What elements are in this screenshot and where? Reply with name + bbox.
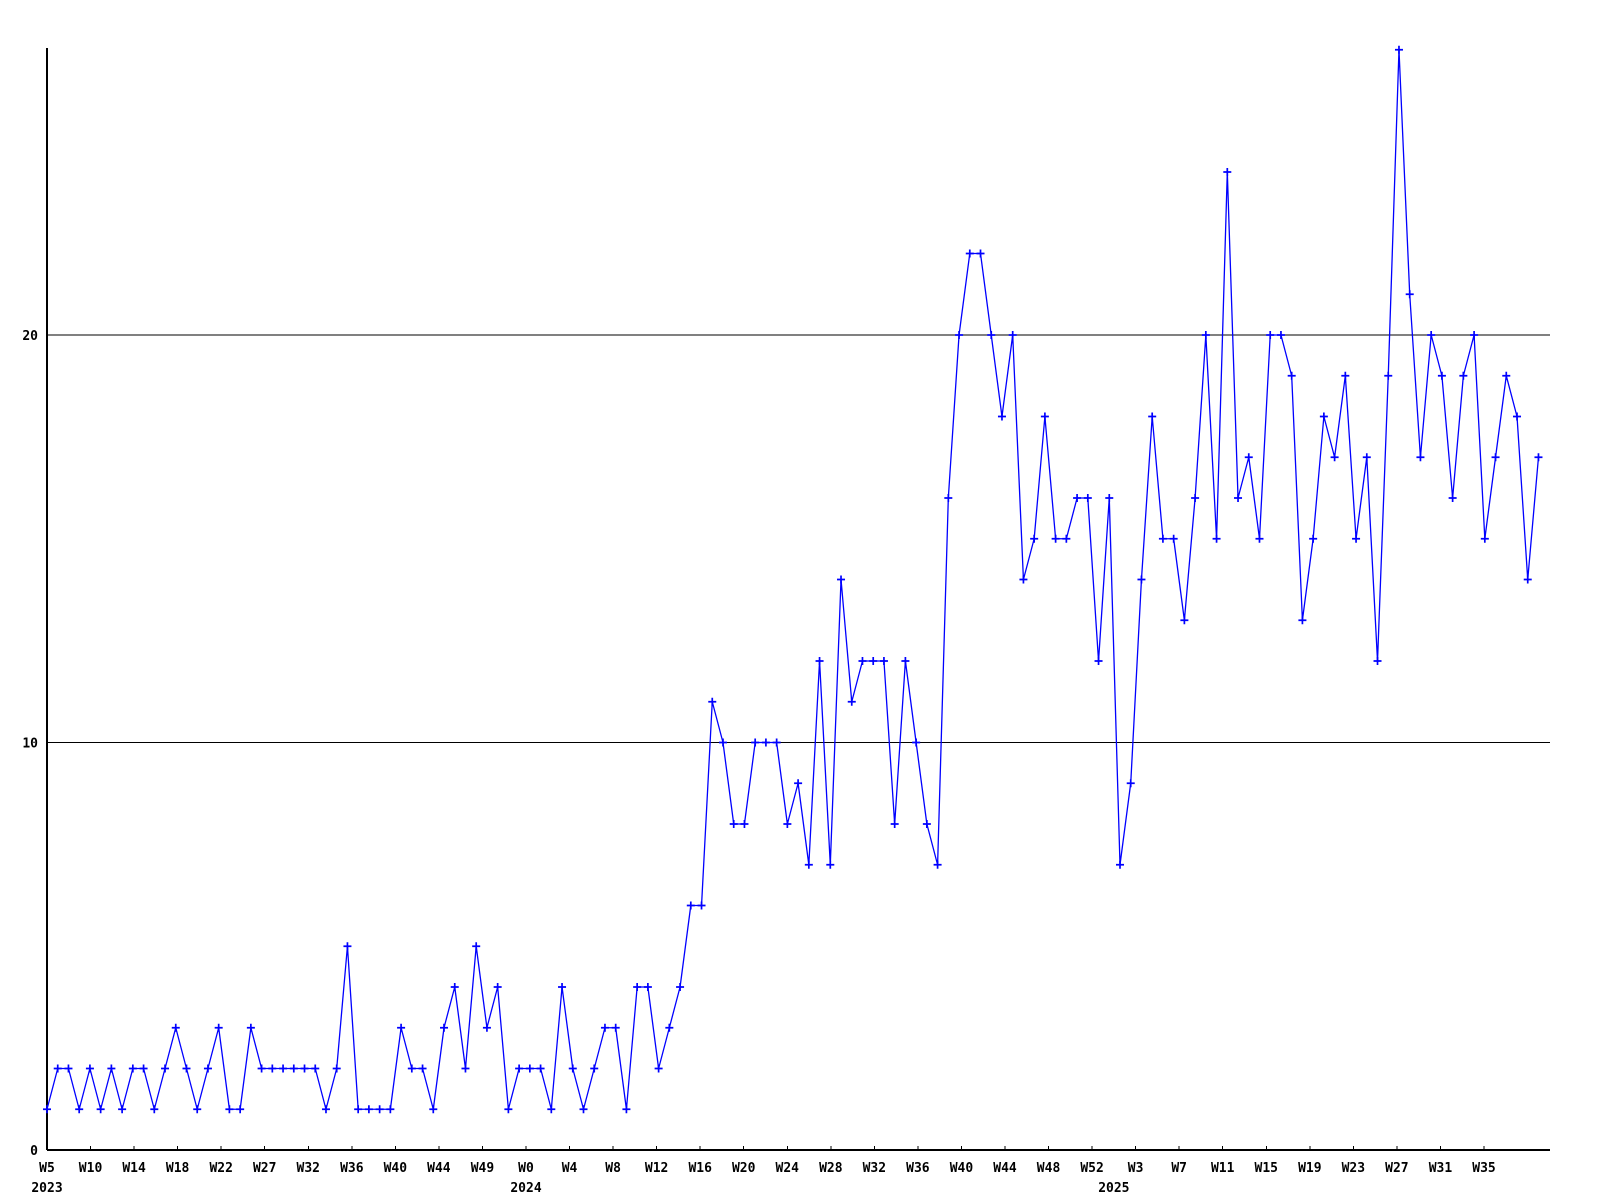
x-tick-label: W27 bbox=[1385, 1161, 1408, 1176]
axes bbox=[46, 48, 1550, 1151]
x-tick-label: W0 bbox=[518, 1161, 534, 1176]
x-tick-label: W15 bbox=[1255, 1161, 1278, 1176]
x-tick-label: W44 bbox=[427, 1161, 451, 1176]
x-tick-label: W36 bbox=[906, 1161, 930, 1176]
x-tick-label: W20 bbox=[732, 1161, 756, 1176]
x-tick-label: W10 bbox=[79, 1161, 103, 1176]
data-series bbox=[43, 45, 1543, 1114]
x-tick-label: W8 bbox=[605, 1161, 621, 1176]
x-tick-label: W22 bbox=[209, 1161, 232, 1176]
x-tick-label: W14 bbox=[122, 1161, 146, 1176]
x-tick-label: W52 bbox=[1080, 1161, 1103, 1176]
x-tick-label: W16 bbox=[688, 1161, 712, 1176]
x-tick-label: W44 bbox=[993, 1161, 1017, 1176]
x-tick-label: W31 bbox=[1429, 1161, 1453, 1176]
year-label: 2025 bbox=[1098, 1181, 1129, 1196]
x-tick-label: W35 bbox=[1472, 1161, 1495, 1176]
x-tick-label: W32 bbox=[297, 1161, 320, 1176]
x-tick-label: W28 bbox=[819, 1161, 843, 1176]
x-tick-label: W3 bbox=[1128, 1161, 1144, 1176]
x-tick-label: W24 bbox=[776, 1161, 800, 1176]
x-tick-label: W36 bbox=[340, 1161, 364, 1176]
x-tick-label: W19 bbox=[1298, 1161, 1321, 1176]
x-tick-label: W32 bbox=[863, 1161, 886, 1176]
x-tick-label: W11 bbox=[1211, 1161, 1235, 1176]
data-point-markers bbox=[43, 45, 1543, 1114]
x-tick-label: W40 bbox=[384, 1161, 408, 1176]
x-tick-label: W27 bbox=[253, 1161, 276, 1176]
x-tick-label: W48 bbox=[1037, 1161, 1061, 1176]
year-label: 2023 bbox=[31, 1181, 62, 1196]
x-tick-label: W49 bbox=[471, 1161, 494, 1176]
x-tick-label: W4 bbox=[562, 1161, 578, 1176]
y-axis-labels: 0 10 20 bbox=[22, 329, 38, 1159]
gridlines bbox=[47, 334, 1550, 743]
year-labels: 2023 2024 2025 bbox=[31, 1181, 1129, 1196]
x-tick-label: W12 bbox=[645, 1161, 668, 1176]
y-tick-label: 10 bbox=[22, 737, 38, 752]
x-axis-labels: W5 W10 W14 W18 W22 W27 W32 W36 W40 W44 W49 W0 W4 W8 W1… bbox=[39, 1161, 1496, 1176]
y-tick-label: 0 bbox=[30, 1144, 38, 1159]
x-tick-label: W7 bbox=[1171, 1161, 1187, 1176]
x-tick-label: W23 bbox=[1342, 1161, 1365, 1176]
x-tick-label: W40 bbox=[950, 1161, 974, 1176]
x-tick-label: W5 bbox=[39, 1161, 55, 1176]
y-tick-label: 20 bbox=[22, 329, 38, 344]
x-tick-label: W18 bbox=[166, 1161, 190, 1176]
year-label: 2024 bbox=[510, 1181, 541, 1196]
